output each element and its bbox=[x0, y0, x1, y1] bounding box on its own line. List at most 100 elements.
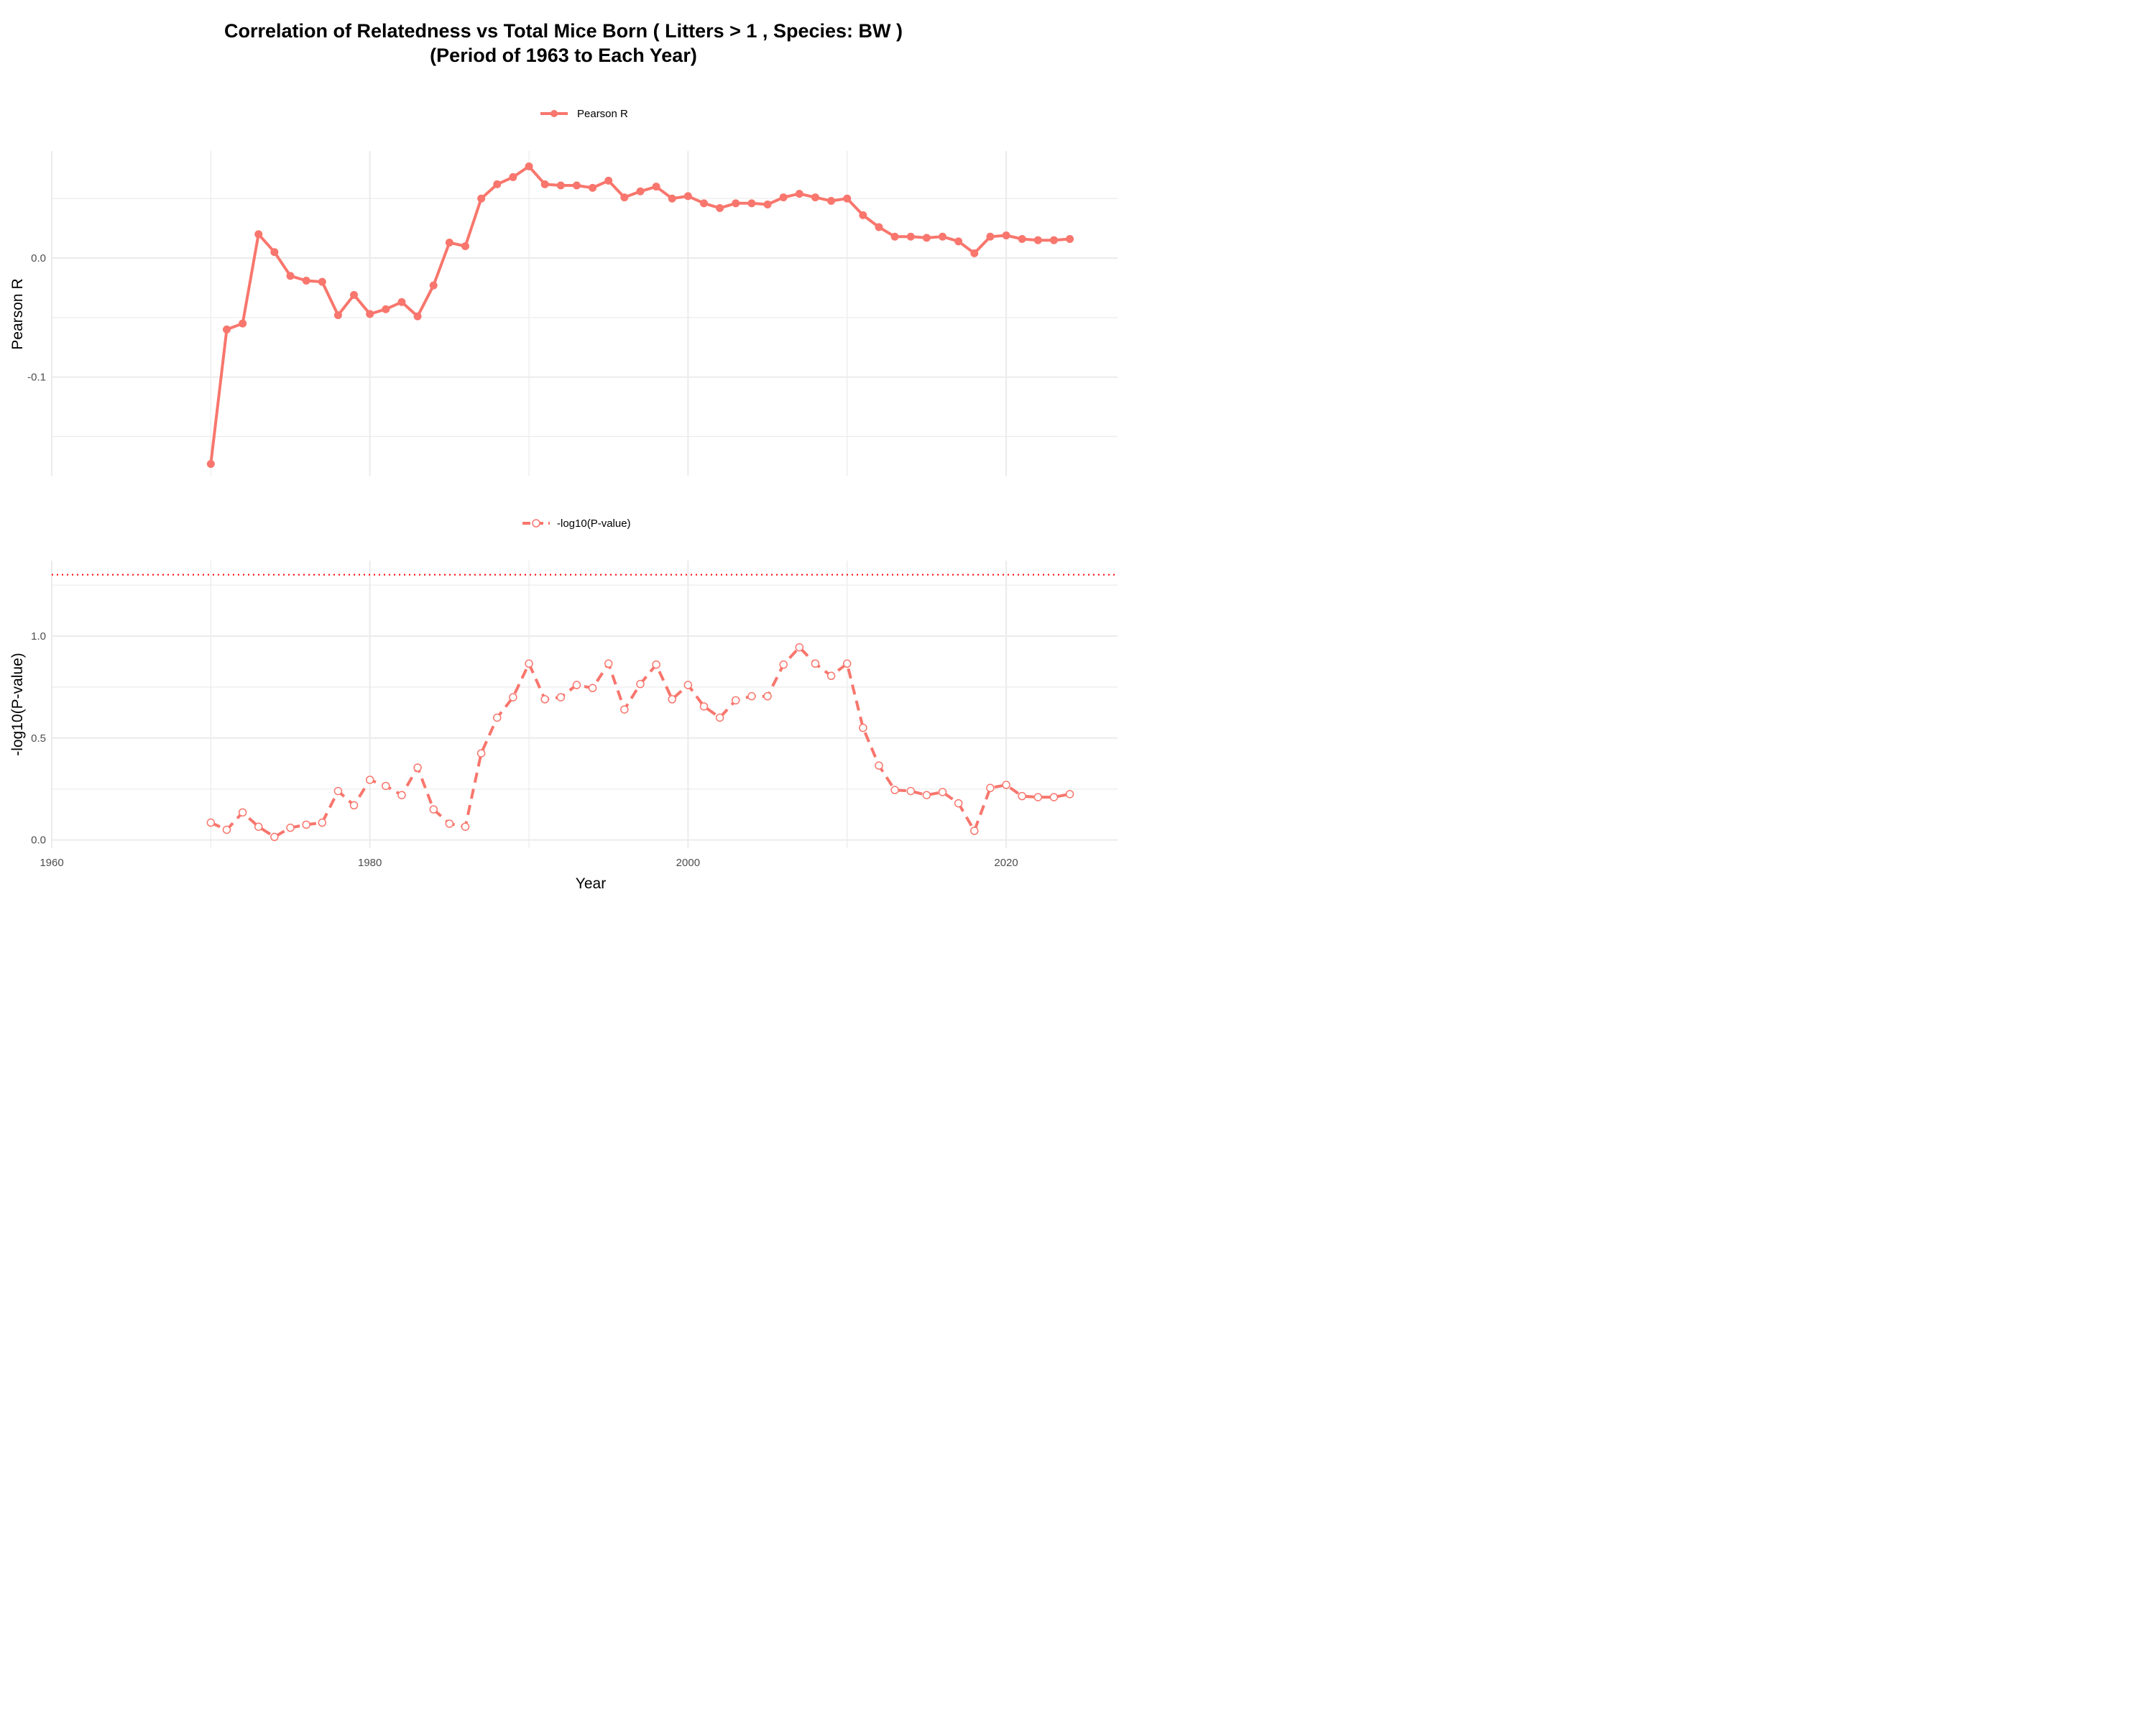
data-point bbox=[493, 713, 502, 722]
data-point bbox=[238, 808, 247, 817]
data-point bbox=[906, 786, 916, 796]
data-point bbox=[556, 693, 566, 702]
legend-pvalue-label: -log10(P-value) bbox=[557, 518, 631, 530]
y-tick-label: -0.1 bbox=[27, 372, 46, 384]
data-point bbox=[302, 276, 310, 285]
data-point bbox=[461, 822, 470, 831]
data-point bbox=[1018, 235, 1026, 244]
data-point bbox=[859, 211, 867, 219]
data-point bbox=[827, 197, 836, 206]
data-point bbox=[1033, 793, 1043, 801]
data-point bbox=[270, 248, 279, 257]
data-point bbox=[254, 230, 263, 239]
data-point bbox=[795, 190, 803, 198]
legend-pvalue: -log10(P-value) bbox=[522, 518, 631, 530]
data-point bbox=[668, 695, 676, 704]
data-point bbox=[779, 193, 788, 202]
data-point bbox=[1049, 793, 1059, 801]
data-point bbox=[954, 237, 963, 246]
data-point bbox=[906, 232, 915, 241]
data-point bbox=[1018, 791, 1026, 801]
y-tick-label: 0.0 bbox=[31, 834, 46, 847]
data-point bbox=[842, 659, 852, 668]
data-point bbox=[699, 702, 709, 711]
data-point bbox=[954, 799, 963, 808]
data-point bbox=[366, 310, 374, 318]
data-point bbox=[604, 659, 613, 668]
data-point bbox=[588, 684, 597, 693]
data-point bbox=[318, 818, 327, 827]
x-tick-label: 2020 bbox=[994, 857, 1018, 869]
data-point bbox=[683, 681, 693, 689]
data-point bbox=[445, 238, 453, 247]
chart-subtitle: (Period of 1963 to Each Year) bbox=[430, 45, 697, 66]
data-point bbox=[333, 310, 342, 319]
data-point bbox=[413, 312, 422, 321]
data-point bbox=[890, 786, 899, 794]
data-point bbox=[572, 681, 581, 689]
data-point bbox=[652, 183, 660, 191]
data-point bbox=[382, 305, 390, 313]
data-point bbox=[318, 277, 326, 286]
data-point bbox=[540, 180, 549, 188]
x-axis-label: Year bbox=[576, 875, 606, 892]
data-point bbox=[1002, 231, 1010, 240]
data-point bbox=[826, 671, 836, 681]
data-point bbox=[413, 763, 422, 772]
data-point bbox=[461, 242, 469, 250]
data-point bbox=[716, 203, 724, 212]
data-point bbox=[620, 193, 629, 202]
figure: Correlation of Relatedness vs Total Mice… bbox=[9, 20, 1118, 892]
pvalue-panel: 0.0 0.5 1.0 1960 1980 2000 2020 bbox=[31, 561, 1118, 869]
data-point bbox=[365, 776, 374, 784]
data-point bbox=[986, 783, 995, 793]
data-point bbox=[859, 723, 867, 732]
y-axis-label-pearson: Pearson R bbox=[9, 278, 26, 349]
data-point bbox=[1033, 236, 1042, 244]
data-point bbox=[875, 761, 883, 770]
data-point bbox=[350, 290, 359, 299]
data-point bbox=[206, 459, 215, 468]
data-point bbox=[270, 832, 279, 842]
x-tick-label: 1980 bbox=[358, 857, 382, 869]
data-point bbox=[747, 691, 756, 701]
data-point bbox=[875, 223, 883, 231]
data-point bbox=[302, 820, 310, 829]
data-point bbox=[763, 201, 772, 209]
data-point bbox=[397, 298, 406, 306]
data-point bbox=[222, 325, 231, 334]
y-tick-label: 0.5 bbox=[31, 732, 46, 745]
data-point bbox=[540, 695, 549, 704]
data-point bbox=[620, 705, 629, 714]
data-point bbox=[1065, 790, 1074, 799]
data-point bbox=[509, 693, 517, 702]
legend-pearson: Pearson R bbox=[540, 108, 628, 120]
y-axis-label-pvalue: -log10(P-value) bbox=[9, 653, 26, 756]
data-point bbox=[732, 199, 740, 208]
legend-pearson-label: Pearson R bbox=[577, 108, 628, 120]
chart-title: Correlation of Relatedness vs Total Mice… bbox=[224, 20, 903, 42]
data-point bbox=[429, 805, 438, 814]
data-point bbox=[604, 176, 613, 185]
legend-pvalue-marker bbox=[532, 519, 540, 528]
data-point bbox=[970, 249, 979, 257]
data-point bbox=[589, 183, 597, 192]
data-point bbox=[922, 791, 931, 799]
pearson-r-panel: -0.1 0.0 bbox=[27, 151, 1118, 476]
data-point bbox=[1066, 235, 1074, 244]
data-point bbox=[429, 281, 438, 290]
data-point bbox=[715, 713, 724, 722]
data-point bbox=[476, 749, 486, 758]
data-point bbox=[493, 180, 502, 188]
data-point bbox=[732, 696, 740, 705]
data-point bbox=[779, 660, 788, 669]
data-point bbox=[939, 232, 947, 241]
data-point bbox=[636, 187, 645, 196]
data-point bbox=[222, 825, 231, 834]
data-point bbox=[747, 199, 756, 208]
data-point bbox=[668, 194, 676, 203]
data-point bbox=[636, 679, 645, 689]
data-point bbox=[556, 181, 565, 190]
data-point bbox=[254, 822, 263, 831]
data-point bbox=[477, 194, 486, 203]
